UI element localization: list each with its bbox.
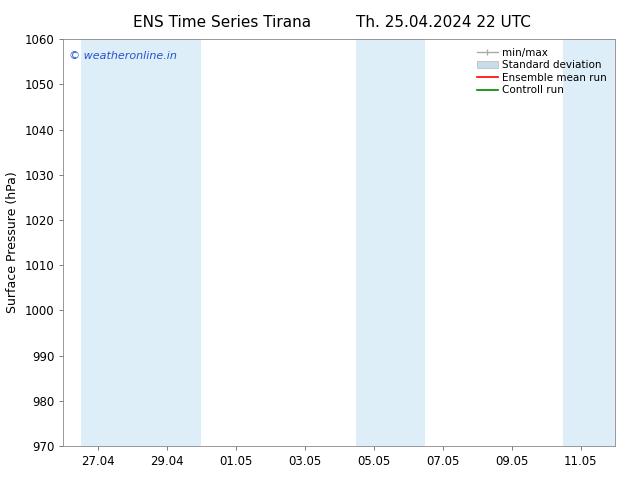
Text: Th. 25.04.2024 22 UTC: Th. 25.04.2024 22 UTC bbox=[356, 15, 531, 30]
Y-axis label: Surface Pressure (hPa): Surface Pressure (hPa) bbox=[6, 172, 19, 314]
Bar bbox=[150, 39, 202, 446]
Text: ENS Time Series Tirana: ENS Time Series Tirana bbox=[133, 15, 311, 30]
Bar bbox=[356, 39, 425, 446]
Bar bbox=[81, 39, 150, 446]
Legend: min/max, Standard deviation, Ensemble mean run, Controll run: min/max, Standard deviation, Ensemble me… bbox=[474, 45, 610, 98]
Text: © weatheronline.in: © weatheronline.in bbox=[69, 51, 177, 61]
Bar bbox=[563, 39, 615, 446]
